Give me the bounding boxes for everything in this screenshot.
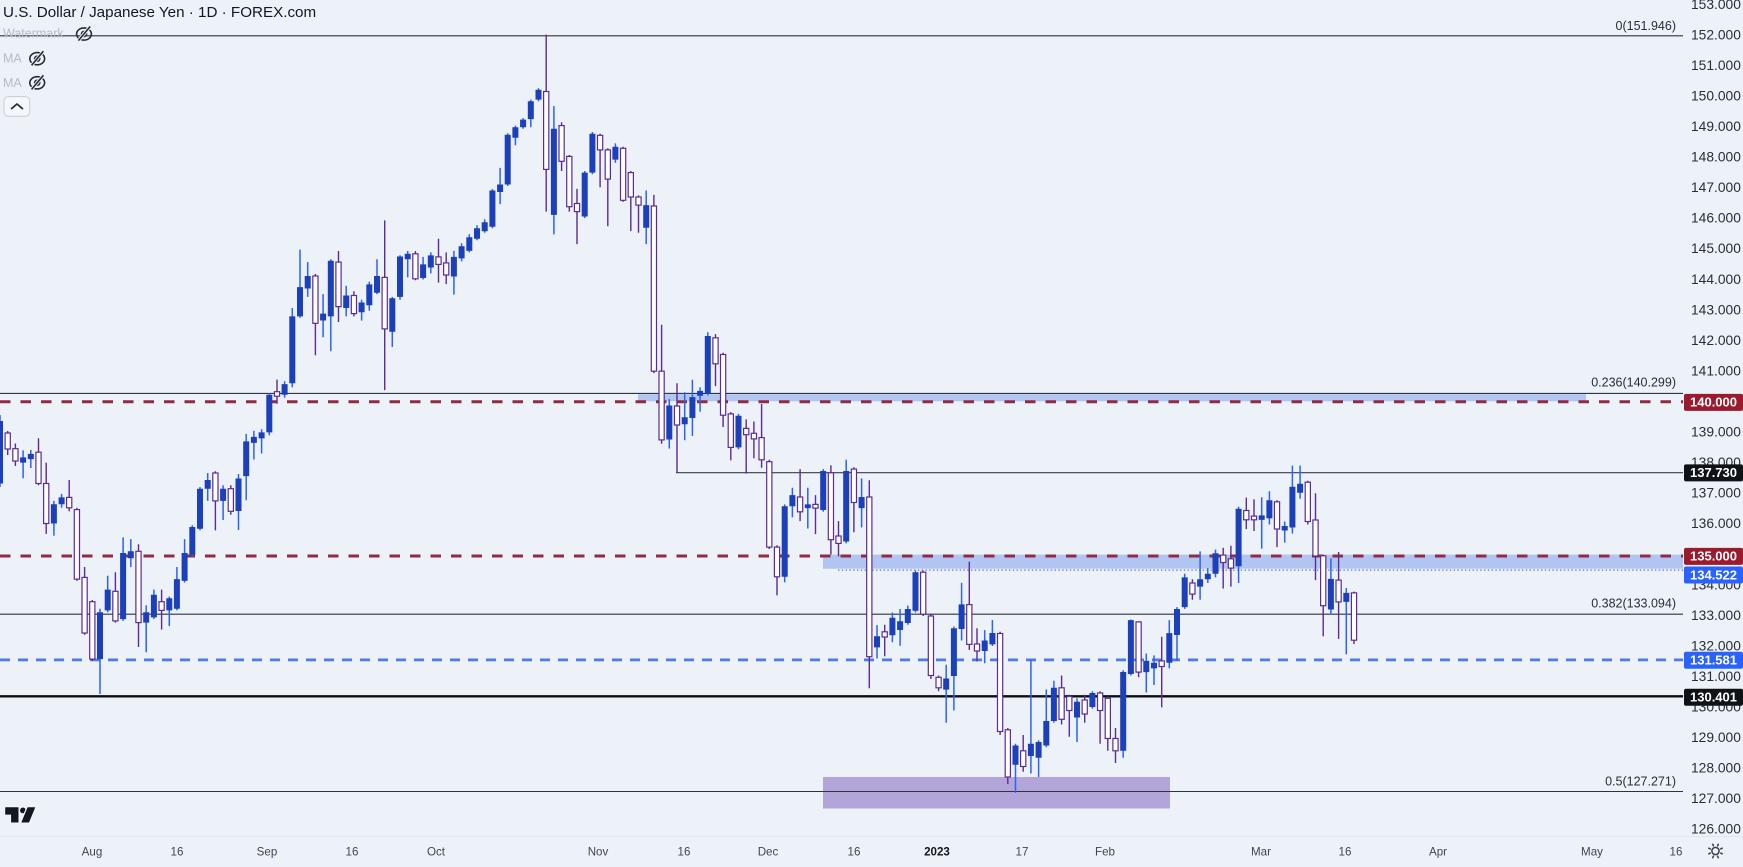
svg-text:137.000: 137.000 <box>1691 486 1741 501</box>
svg-text:MA: MA <box>3 76 22 90</box>
svg-text:0.5(127.271): 0.5(127.271) <box>1605 775 1676 789</box>
svg-text:16: 16 <box>678 846 691 859</box>
svg-text:141.000: 141.000 <box>1691 364 1741 379</box>
svg-text:140.000: 140.000 <box>1690 395 1737 410</box>
svg-text:126.000: 126.000 <box>1691 822 1741 837</box>
svg-text:Sep: Sep <box>257 846 278 859</box>
svg-text:16: 16 <box>1670 846 1683 859</box>
svg-text:127.000: 127.000 <box>1691 791 1741 806</box>
svg-text:137.730: 137.730 <box>1690 465 1737 480</box>
svg-text:146.000: 146.000 <box>1691 211 1741 226</box>
svg-text:145.000: 145.000 <box>1691 241 1741 256</box>
svg-text:Nov: Nov <box>588 846 609 859</box>
svg-text:133.000: 133.000 <box>1691 608 1741 623</box>
svg-text:May: May <box>1581 846 1603 859</box>
svg-text:128.000: 128.000 <box>1691 761 1741 776</box>
svg-text:Aug: Aug <box>82 846 103 859</box>
svg-text:134.522: 134.522 <box>1690 567 1737 582</box>
svg-text:144.000: 144.000 <box>1691 272 1741 287</box>
svg-text:135.000: 135.000 <box>1690 549 1737 564</box>
svg-text:147.000: 147.000 <box>1691 180 1741 195</box>
svg-text:Oct: Oct <box>427 846 446 859</box>
svg-text:Dec: Dec <box>758 846 779 859</box>
svg-text:148.000: 148.000 <box>1691 150 1741 165</box>
svg-text:Mar: Mar <box>1251 846 1271 859</box>
svg-text:136.000: 136.000 <box>1691 516 1741 531</box>
svg-text:149.000: 149.000 <box>1691 119 1741 134</box>
svg-text:131.000: 131.000 <box>1691 669 1741 684</box>
svg-text:151.000: 151.000 <box>1691 58 1741 73</box>
svg-text:16: 16 <box>346 846 359 859</box>
svg-text:129.000: 129.000 <box>1691 730 1741 745</box>
svg-text:Apr: Apr <box>1429 846 1447 859</box>
svg-text:16: 16 <box>1339 846 1352 859</box>
svg-text:Feb: Feb <box>1095 846 1115 859</box>
svg-text:150.000: 150.000 <box>1691 89 1741 104</box>
svg-text:0(151.946): 0(151.946) <box>1616 19 1676 33</box>
svg-text:139.000: 139.000 <box>1691 425 1741 440</box>
svg-text:16: 16 <box>171 846 184 859</box>
svg-text:2023: 2023 <box>924 846 950 859</box>
svg-text:143.000: 143.000 <box>1691 302 1741 317</box>
svg-text:17: 17 <box>1016 846 1029 859</box>
svg-text:130.401: 130.401 <box>1690 690 1737 705</box>
svg-text:MA: MA <box>3 52 22 66</box>
svg-text:152.000: 152.000 <box>1691 27 1741 42</box>
svg-text:131.581: 131.581 <box>1690 653 1737 668</box>
svg-text:0.236(140.299): 0.236(140.299) <box>1591 376 1676 390</box>
svg-text:132.000: 132.000 <box>1691 638 1741 653</box>
svg-text:0.382(133.094): 0.382(133.094) <box>1591 597 1676 611</box>
svg-text:Watermark: Watermark <box>3 27 64 41</box>
svg-text:142.000: 142.000 <box>1691 333 1741 348</box>
svg-text:16: 16 <box>848 846 861 859</box>
svg-text:U.S. Dollar / Japanese Yen · 1: U.S. Dollar / Japanese Yen · 1D · FOREX.… <box>3 4 316 21</box>
svg-text:153.000: 153.000 <box>1691 0 1741 12</box>
